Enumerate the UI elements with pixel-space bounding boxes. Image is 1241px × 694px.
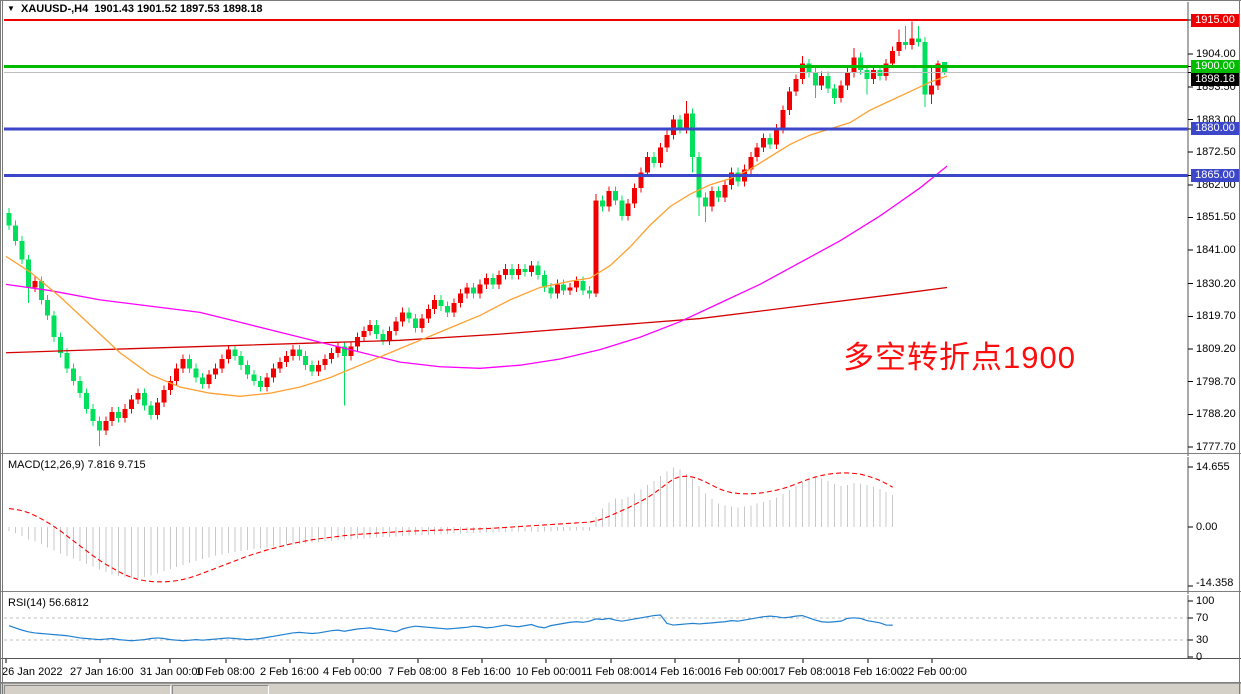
rsi-axis-label: 0 bbox=[1196, 651, 1203, 663]
time-axis-label: 8 Feb 16:00 bbox=[452, 666, 511, 678]
ma-mid-line bbox=[5, 165, 948, 369]
macd-indicator-label: MACD(12,26,9) 7.816 9.715 bbox=[8, 459, 146, 471]
annotation-text: 多空转折点1900 bbox=[843, 340, 1076, 375]
horizontal-scrollbar[interactable] bbox=[0, 683, 1241, 694]
price-axis-label: 1777.70 bbox=[1196, 441, 1236, 453]
time-axis-label: 17 Feb 08:00 bbox=[773, 666, 838, 678]
window-frame-left-inner bbox=[2, 0, 3, 694]
rsi-axis-label: 30 bbox=[1196, 634, 1209, 647]
price-axis-label: 1819.70 bbox=[1196, 310, 1236, 323]
horizontal-lines[interactable] bbox=[4, 19, 1188, 177]
rsi-panel[interactable] bbox=[4, 614, 1188, 642]
price-axis-label: 1798.70 bbox=[1196, 375, 1236, 388]
time-axis-label: 26 Jan 2022 bbox=[2, 666, 63, 678]
chart-ohlc-values: 1901.43 1901.52 1897.53 1898.18 bbox=[94, 3, 263, 15]
price-badge-1898.18: 1898.18 bbox=[1191, 73, 1239, 87]
time-axis-label: 31 Jan 00:00 bbox=[140, 666, 204, 678]
price-badge-1880.00: 1880.00 bbox=[1191, 122, 1239, 136]
ma-fast-line bbox=[5, 75, 948, 397]
time-axis-label: 4 Feb 00:00 bbox=[323, 666, 382, 678]
window-frame-top bbox=[0, 0, 1241, 1]
price-axis-label: 1788.20 bbox=[1196, 408, 1236, 421]
time-axis-label: 2 Feb 16:00 bbox=[260, 666, 319, 678]
time-axis-label: 16 Feb 00:00 bbox=[709, 666, 774, 678]
price-axis-label: 1851.50 bbox=[1196, 211, 1236, 224]
time-axis-label: 1 Feb 08:00 bbox=[196, 666, 255, 678]
window-frame-left bbox=[0, 0, 1, 694]
price-axis-label: 1809.20 bbox=[1196, 343, 1236, 356]
time-axis-label: 18 Feb 16:00 bbox=[838, 666, 903, 678]
macd-signal-line bbox=[8, 472, 893, 583]
rsi-axis-label: 100 bbox=[1196, 595, 1215, 607]
window-frame-right bbox=[1239, 0, 1240, 694]
macd-axis-label: -14.358 bbox=[1196, 577, 1234, 589]
price-badge-1915.00: 1915.00 bbox=[1191, 13, 1239, 27]
rsi-indicator-label: RSI(14) 56.6812 bbox=[8, 597, 89, 609]
moving-averages bbox=[5, 75, 948, 397]
price-axis-label: 1904.00 bbox=[1196, 48, 1236, 61]
time-axis-label: 27 Jan 16:00 bbox=[70, 666, 134, 678]
chart-title: XAUUSD-,H4 1901.43 1901.52 1897.53 1898.1… bbox=[21, 3, 262, 15]
macd-axis-label: 14.655 bbox=[1196, 461, 1230, 473]
price-axis-label: 1872.50 bbox=[1196, 146, 1236, 159]
symbol-dropdown-icon: ▼ bbox=[7, 4, 15, 13]
price-badge-1900.00: 1900.00 bbox=[1191, 60, 1239, 74]
candlestick-series[interactable] bbox=[6, 21, 947, 447]
time-axis-label: 14 Feb 16:00 bbox=[645, 666, 710, 678]
chart-symbol-label: XAUUSD-,H4 bbox=[21, 3, 89, 15]
macd-axis-label: 0.00 bbox=[1196, 521, 1218, 533]
scrollbar-segment[interactable] bbox=[4, 685, 171, 694]
rsi-axis-label: 70 bbox=[1196, 611, 1209, 624]
scrollbar-segment[interactable] bbox=[172, 685, 269, 694]
price-badge-1865.00: 1865.00 bbox=[1191, 169, 1239, 182]
ma-slow-line bbox=[5, 286, 948, 354]
rsi-line bbox=[8, 614, 893, 642]
macd-panel[interactable] bbox=[8, 467, 894, 583]
time-axis-label: 7 Feb 08:00 bbox=[388, 666, 447, 678]
time-axis-label: 11 Feb 08:00 bbox=[581, 666, 646, 678]
time-axis-label: 22 Feb 00:00 bbox=[902, 666, 967, 678]
time-axis-label: 10 Feb 00:00 bbox=[516, 666, 581, 678]
price-axis-label: 1841.00 bbox=[1196, 244, 1236, 257]
price-axis-label: 1830.20 bbox=[1196, 277, 1236, 290]
